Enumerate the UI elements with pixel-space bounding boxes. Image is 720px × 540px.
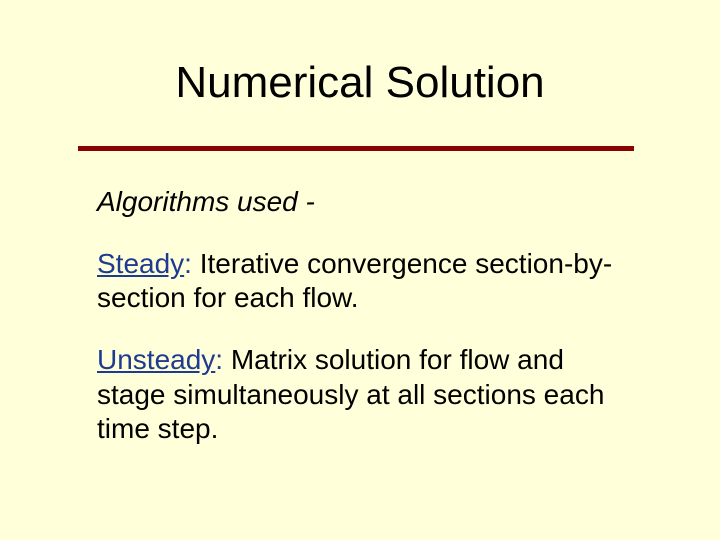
slide-body: Algorithms used - Steady: Iterative conv… bbox=[97, 185, 617, 474]
paragraph-steady: Steady: Iterative convergence section-by… bbox=[97, 247, 617, 315]
label-unsteady: Unsteady bbox=[97, 344, 215, 375]
paragraph-unsteady: Unsteady: Matrix solution for flow and s… bbox=[97, 343, 617, 445]
slide: Numerical Solution Algorithms used - Ste… bbox=[0, 0, 720, 540]
subheading: Algorithms used - bbox=[97, 185, 617, 219]
colon-unsteady: : bbox=[215, 344, 223, 375]
label-steady: Steady bbox=[97, 248, 184, 279]
colon-steady: : bbox=[184, 248, 192, 279]
slide-title: Numerical Solution bbox=[0, 58, 720, 108]
title-underline-rule bbox=[78, 146, 634, 151]
